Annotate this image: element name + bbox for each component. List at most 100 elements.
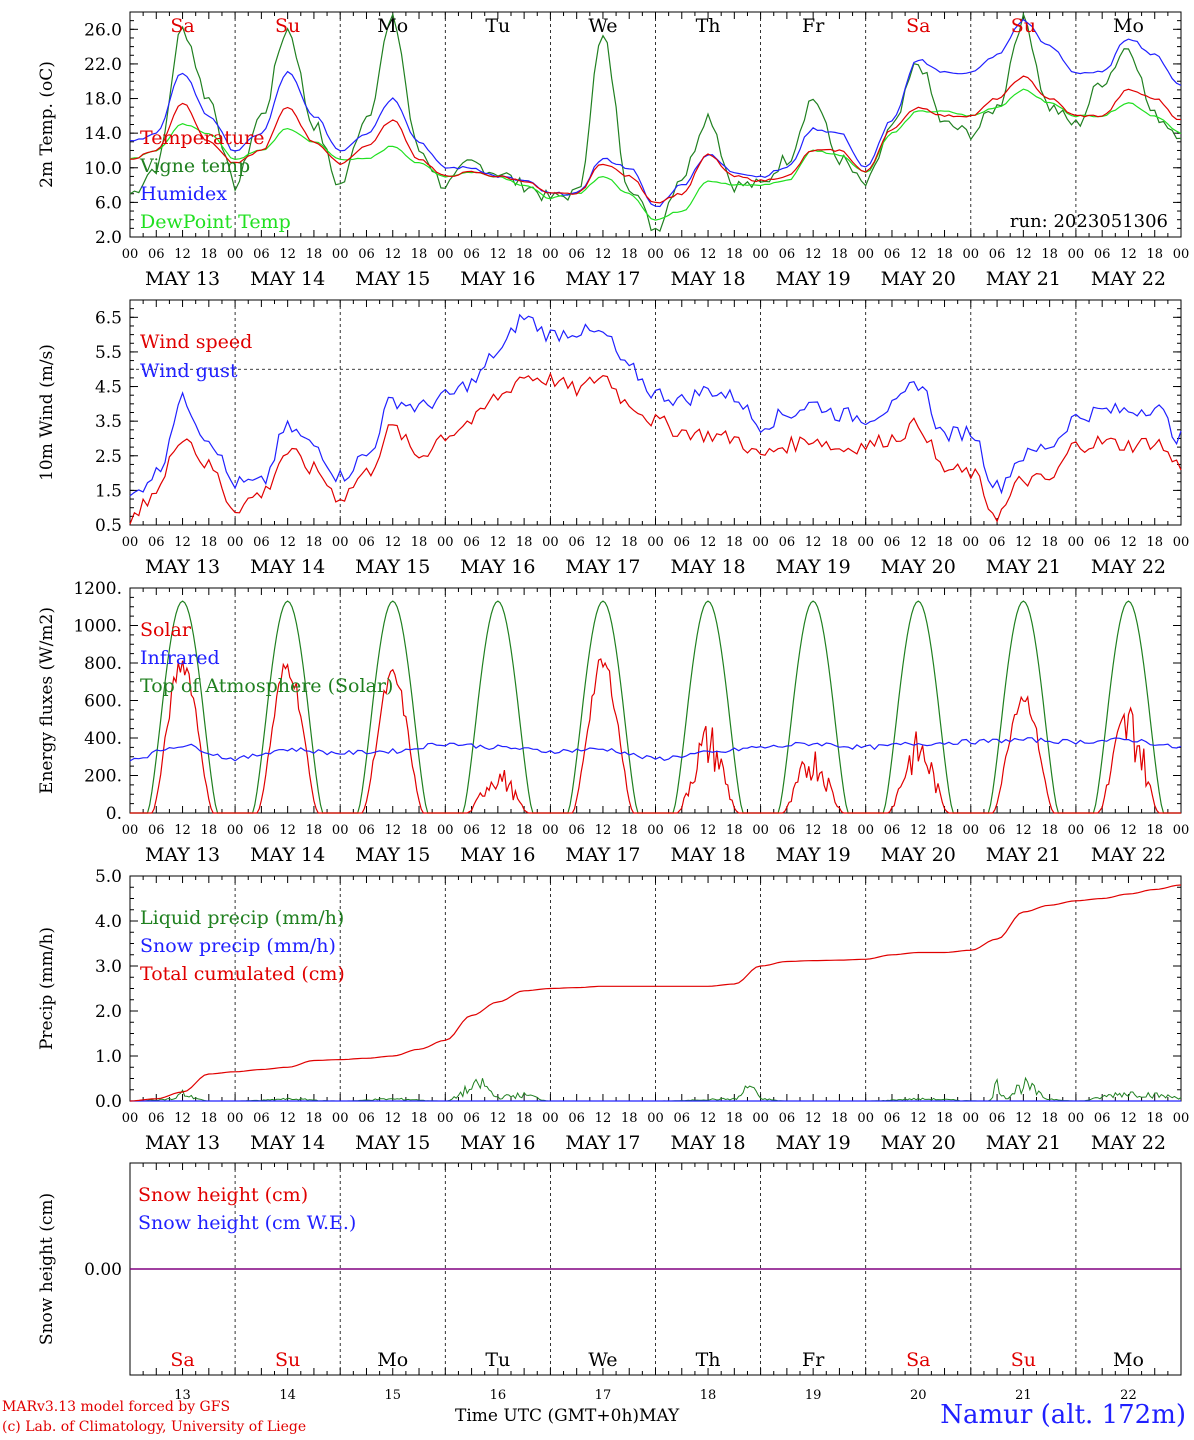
hour-tick-label: 06 bbox=[568, 1111, 585, 1126]
hour-tick-label: 06 bbox=[779, 247, 796, 262]
hour-tick-label: 06 bbox=[989, 1111, 1006, 1126]
y-axis-title: 2m Temp. (oC) bbox=[37, 61, 57, 188]
y-tick-label: 18.0 bbox=[84, 90, 122, 110]
day-label: MAY 18 bbox=[670, 556, 745, 578]
y-tick-label: 6.0 bbox=[95, 193, 122, 213]
y-tick-label: 2.0 bbox=[95, 228, 122, 248]
legend-entry: Wind gust bbox=[140, 360, 238, 382]
series-line-infrared bbox=[129, 737, 1182, 762]
hour-tick-label: 12 bbox=[910, 535, 927, 550]
hour-tick-label: 00 bbox=[227, 823, 244, 838]
hour-tick-label: 12 bbox=[384, 823, 401, 838]
hour-tick-label: 12 bbox=[595, 823, 612, 838]
hour-tick-label: 18 bbox=[201, 823, 218, 838]
hour-tick-label: 00 bbox=[752, 535, 769, 550]
weekday-label: Mo bbox=[377, 1349, 408, 1371]
hour-tick-label: 06 bbox=[358, 247, 375, 262]
hour-tick-label: 12 bbox=[595, 1111, 612, 1126]
hour-tick-label: 18 bbox=[516, 823, 533, 838]
day-label: MAY 18 bbox=[670, 844, 745, 866]
day-label: MAY 13 bbox=[145, 268, 220, 290]
hour-tick-label: 06 bbox=[884, 1111, 901, 1126]
hour-tick-label: 06 bbox=[358, 823, 375, 838]
day-label: MAY 18 bbox=[670, 1132, 745, 1154]
day-label: MAY 19 bbox=[776, 556, 851, 578]
hour-tick-label: 00 bbox=[227, 535, 244, 550]
hour-tick-label: 06 bbox=[779, 1111, 796, 1126]
hour-tick-label: 18 bbox=[831, 823, 848, 838]
day-label: MAY 16 bbox=[460, 844, 535, 866]
hour-tick-label: 00 bbox=[857, 535, 874, 550]
hour-tick-label: 18 bbox=[621, 247, 638, 262]
hour-tick-label: 18 bbox=[936, 823, 953, 838]
weekday-label: Su bbox=[275, 15, 300, 37]
hour-tick-label: 00 bbox=[752, 247, 769, 262]
hour-tick-label: 12 bbox=[384, 535, 401, 550]
hour-tick-label: 18 bbox=[1146, 247, 1163, 262]
weekday-label: Fr bbox=[802, 1349, 825, 1371]
hour-tick-label: 18 bbox=[1041, 535, 1058, 550]
series-line-wind-gust bbox=[129, 313, 1182, 497]
hour-tick-label: 12 bbox=[490, 1111, 507, 1126]
weekday-label: We bbox=[588, 15, 617, 37]
hour-tick-label: 06 bbox=[1094, 247, 1111, 262]
hour-tick-label: 00 bbox=[857, 247, 874, 262]
hour-tick-label: 12 bbox=[805, 535, 822, 550]
hour-tick-label: 18 bbox=[936, 535, 953, 550]
hour-tick-label: 06 bbox=[358, 535, 375, 550]
month-label: MAY bbox=[639, 1406, 680, 1426]
hour-tick-label: 06 bbox=[568, 823, 585, 838]
hour-tick-label: 00 bbox=[752, 1111, 769, 1126]
hour-tick-label: 18 bbox=[726, 535, 743, 550]
series-line-humidex bbox=[129, 18, 1182, 208]
hour-tick-label: 18 bbox=[516, 247, 533, 262]
weekday-label: Mo bbox=[377, 15, 408, 37]
hour-tick-label: 18 bbox=[1041, 247, 1058, 262]
hour-tick-label: 18 bbox=[1146, 1111, 1163, 1126]
hour-tick-label: 12 bbox=[1015, 535, 1032, 550]
day-label: MAY 15 bbox=[355, 844, 430, 866]
panel-2-frame bbox=[129, 299, 1182, 526]
hour-tick-label: 00 bbox=[227, 247, 244, 262]
hour-tick-label: 00 bbox=[542, 1111, 559, 1126]
hour-tick-label: 06 bbox=[1094, 823, 1111, 838]
hour-tick-label: 00 bbox=[1173, 247, 1190, 262]
x-axis-title-text: Time UTC (GMT+0h) bbox=[455, 1406, 640, 1426]
hour-tick-label: 06 bbox=[358, 1111, 375, 1126]
run-label: run: 2023051306 bbox=[1010, 211, 1168, 232]
hour-tick-label: 18 bbox=[621, 1111, 638, 1126]
hour-tick-label: 12 bbox=[279, 535, 296, 550]
hour-tick-label: 06 bbox=[463, 535, 480, 550]
day-label: MAY 21 bbox=[986, 1132, 1061, 1154]
hour-tick-label: 12 bbox=[1120, 247, 1137, 262]
hour-tick-label: 18 bbox=[516, 1111, 533, 1126]
day-label: MAY 17 bbox=[565, 844, 640, 866]
hour-tick-label: 18 bbox=[831, 535, 848, 550]
weekday-label: Sa bbox=[906, 15, 930, 37]
hour-tick-label: 12 bbox=[805, 823, 822, 838]
legend-entry: Liquid precip (mm/h) bbox=[140, 907, 344, 929]
weekday-label: Mo bbox=[1113, 15, 1144, 37]
hour-tick-label: 06 bbox=[463, 247, 480, 262]
hour-tick-label: 00 bbox=[332, 823, 349, 838]
day-number-label: 17 bbox=[595, 1388, 612, 1403]
y-tick-label: 14.0 bbox=[84, 124, 122, 144]
hour-tick-label: 12 bbox=[910, 823, 927, 838]
y-tick-label: 0.0 bbox=[95, 1092, 122, 1112]
y-tick-label: 2.0 bbox=[95, 1002, 122, 1022]
day-label: MAY 19 bbox=[776, 1132, 851, 1154]
hour-tick-label: 12 bbox=[1120, 535, 1137, 550]
hour-tick-label: 00 bbox=[122, 535, 139, 550]
hour-tick-label: 06 bbox=[568, 535, 585, 550]
hour-tick-label: 06 bbox=[253, 1111, 270, 1126]
hour-tick-label: 12 bbox=[1015, 1111, 1032, 1126]
hour-tick-label: 00 bbox=[752, 823, 769, 838]
day-label: MAY 21 bbox=[986, 268, 1061, 290]
series-line-wind-speed bbox=[129, 371, 1182, 525]
hour-tick-label: 18 bbox=[201, 535, 218, 550]
y-tick-label: 600. bbox=[84, 692, 122, 712]
day-number-label: 15 bbox=[384, 1388, 401, 1403]
y-axis-title: Precip (mm/h) bbox=[37, 927, 57, 1050]
weekday-label: Su bbox=[275, 1349, 300, 1371]
